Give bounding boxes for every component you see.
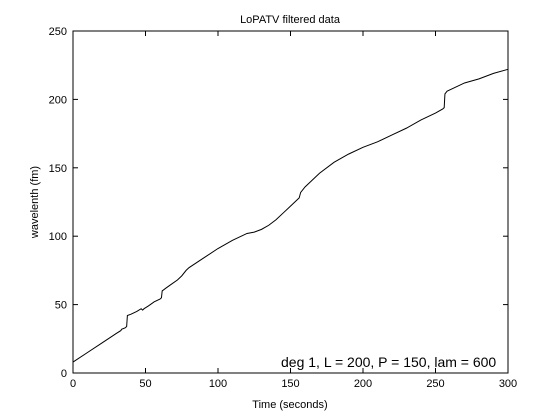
x-axis-ticks: 0 50 100 150 200 250 300 [70, 31, 517, 390]
x-tick-label: 0 [70, 378, 76, 390]
y-tick-label: 50 [55, 300, 67, 312]
y-tick-label: 0 [61, 368, 67, 380]
x-tick-label: 100 [209, 378, 227, 390]
y-axis-title: wavelenth (fm) [29, 166, 41, 239]
y-tick-label: 250 [49, 26, 67, 38]
y-axis-ticks: 0 50 100 150 200 250 [49, 26, 508, 380]
x-tick-label: 250 [426, 378, 444, 390]
chart-title: LoPATV filtered data [240, 14, 341, 26]
x-tick-label: 150 [281, 378, 299, 390]
y-tick-label: 150 [49, 163, 67, 175]
y-tick-label: 100 [49, 231, 67, 243]
series-line [72, 68, 509, 363]
chart-annotation: deg 1, L = 200, P = 150, lam = 600 [281, 354, 496, 370]
x-tick-label: 200 [354, 378, 372, 390]
x-tick-label: 300 [499, 378, 517, 390]
x-axis-title: Time (seconds) [252, 399, 327, 411]
y-tick-label: 200 [49, 94, 67, 106]
x-tick-label: 50 [139, 378, 151, 390]
